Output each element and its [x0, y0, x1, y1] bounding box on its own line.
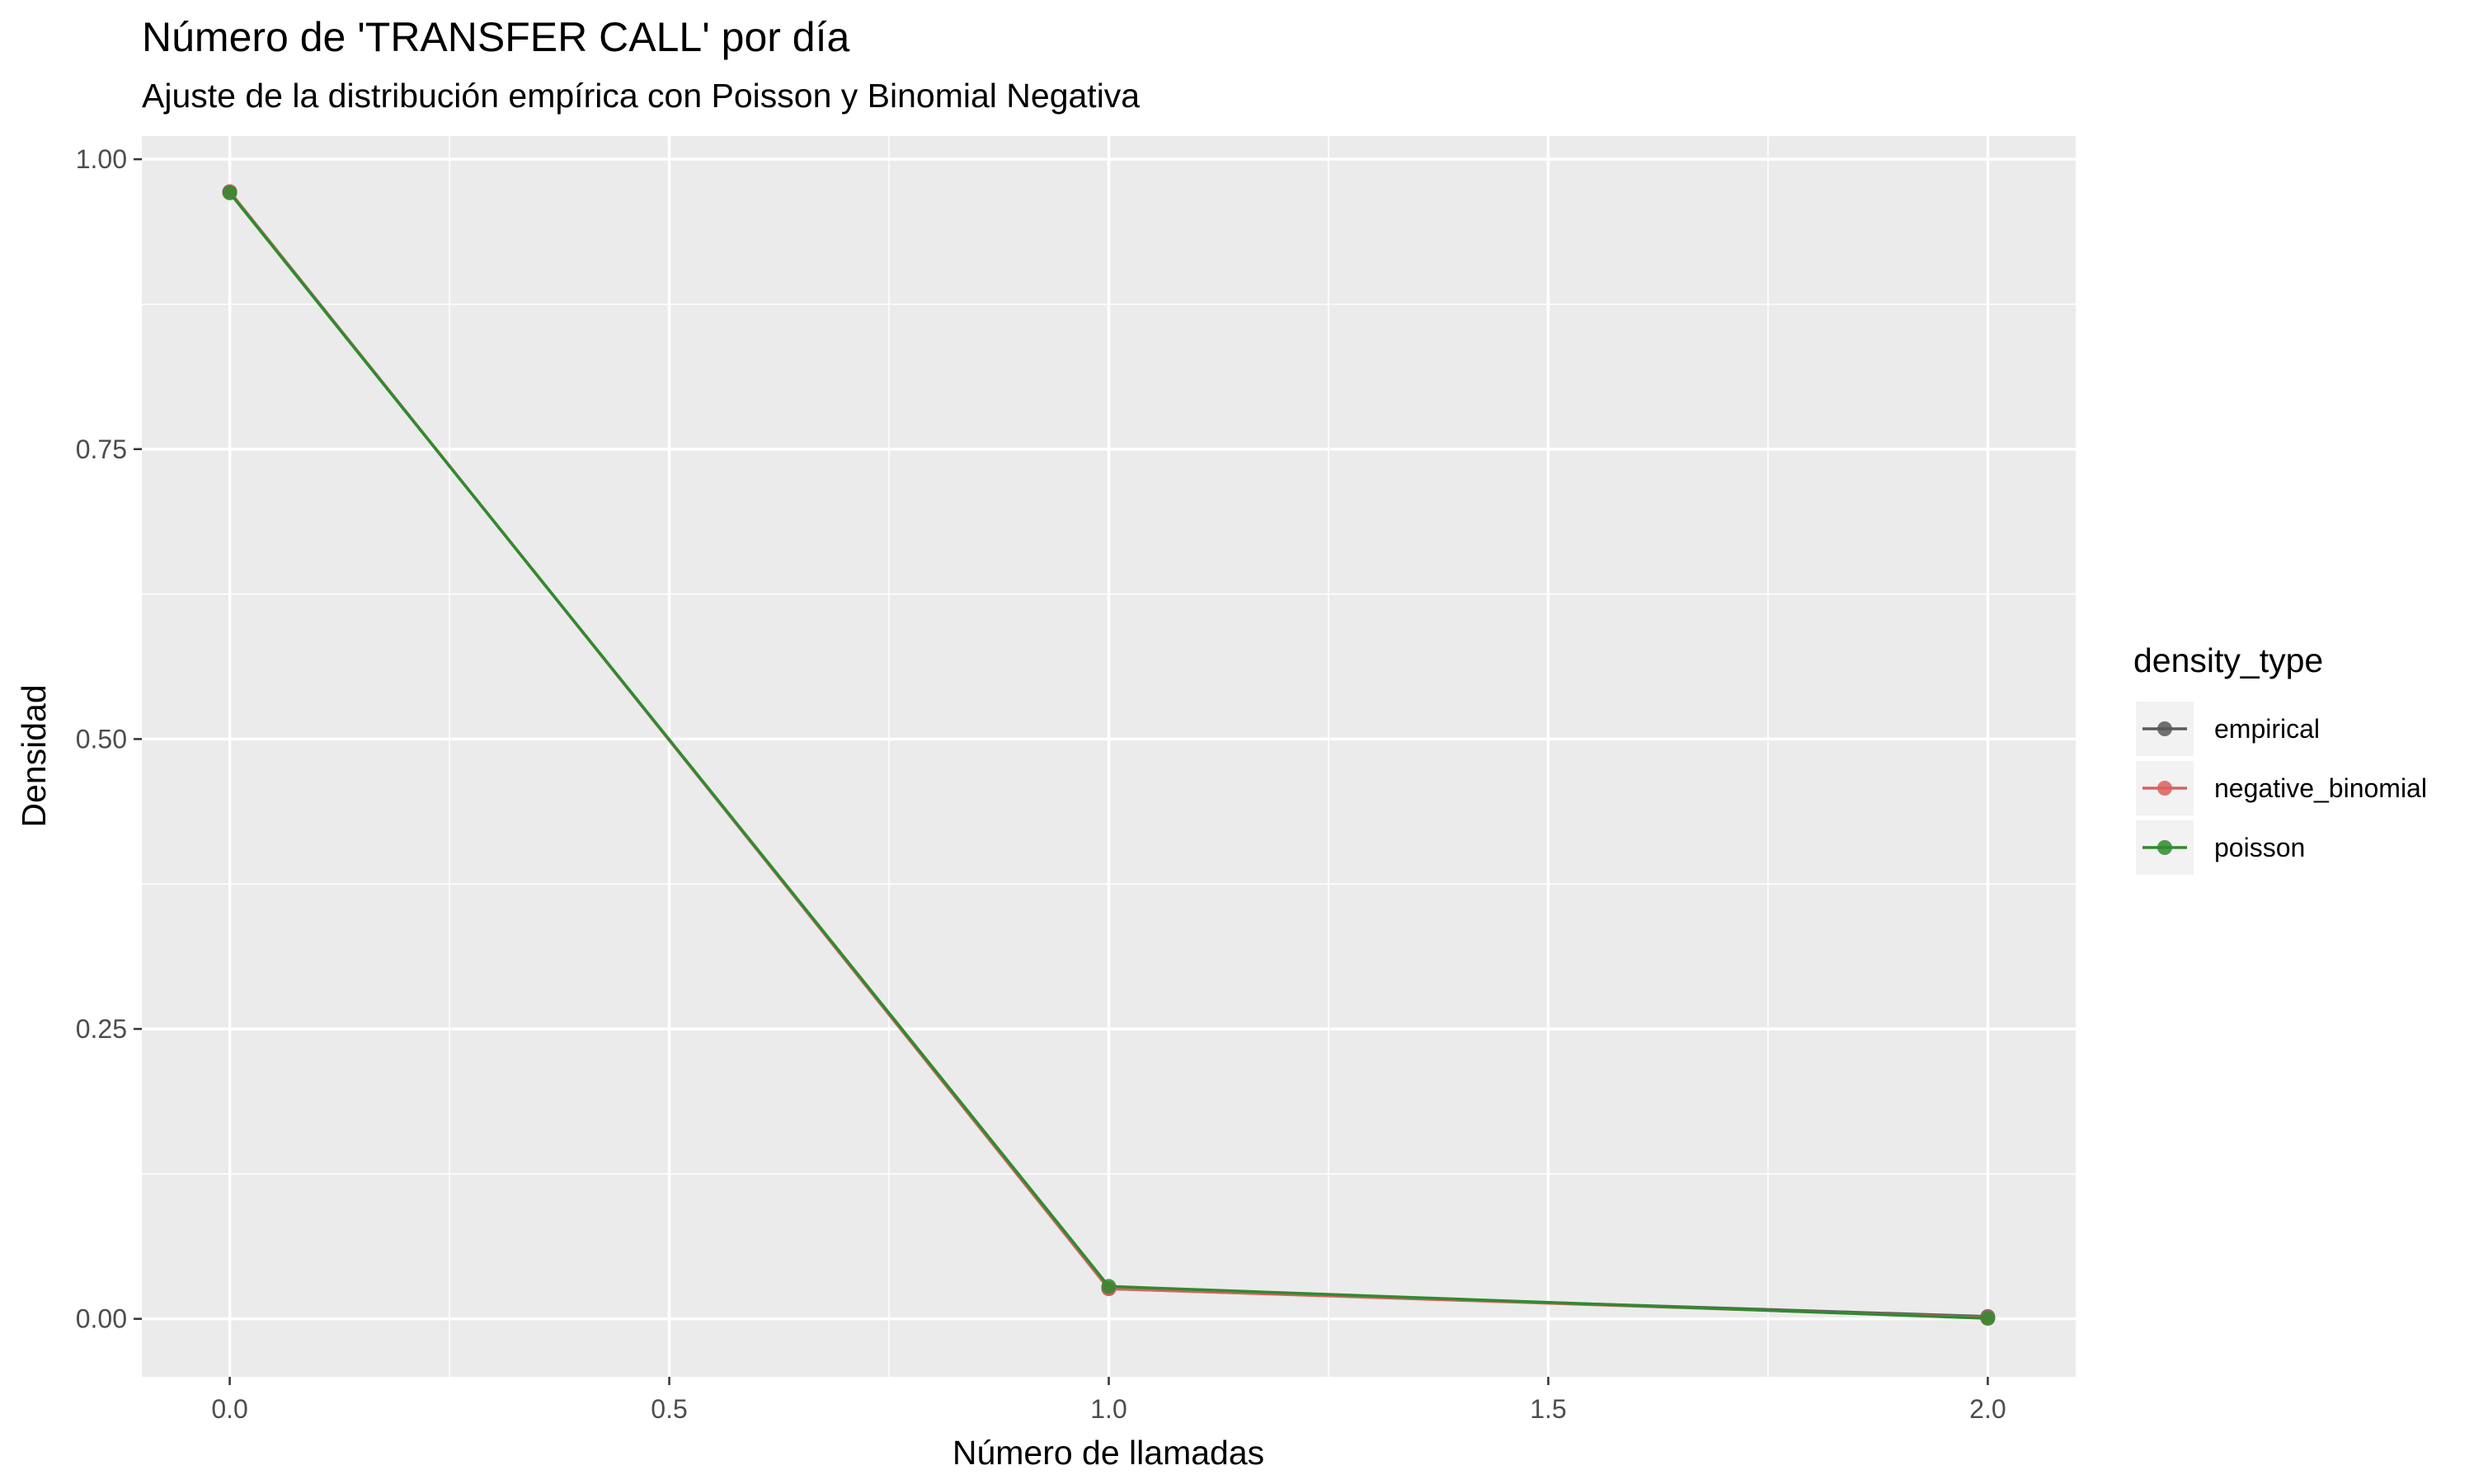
chart-title: Número de 'TRANSFER CALL' por día — [142, 14, 849, 60]
data-point-poisson — [222, 185, 238, 200]
y-tick-label: 1.00 — [76, 144, 127, 174]
y-axis-ticks: 0.00 0.25 0.50 0.75 1.00 — [76, 144, 142, 1334]
y-axis-title: Densidad — [15, 684, 53, 827]
legend-label-poisson: poisson — [2214, 833, 2305, 862]
y-tick-label: 0.00 — [76, 1304, 127, 1334]
legend-key-point-poisson — [2157, 840, 2172, 855]
legend-key-point-empirical — [2157, 721, 2172, 736]
x-tick-label: 0.5 — [651, 1394, 687, 1424]
legend-label-empirical: empirical — [2214, 714, 2320, 744]
legend-title: density_type — [2133, 641, 2323, 679]
data-point-poisson — [1101, 1279, 1117, 1294]
chart-subtitle: Ajuste de la distribución empírica con P… — [142, 77, 1140, 115]
x-tick-label: 1.5 — [1530, 1394, 1566, 1424]
x-tick-label: 1.0 — [1090, 1394, 1126, 1424]
legend: density_type empirical negative_binomialp… — [2133, 641, 2427, 875]
data-point-poisson — [1980, 1311, 1996, 1327]
x-tick-label: 2.0 — [1969, 1394, 2006, 1424]
y-tick-label: 0.50 — [76, 724, 127, 754]
x-axis-title: Número de llamadas — [952, 1434, 1264, 1472]
legend-key-point-negative_binomial — [2157, 781, 2172, 796]
y-tick-label: 0.25 — [76, 1014, 127, 1044]
grid-major — [142, 136, 2076, 1377]
y-tick-label: 0.75 — [76, 434, 127, 464]
series-layer — [222, 184, 1996, 1327]
legend-label-negative_binomial: negative_binomial — [2214, 773, 2427, 803]
x-axis-ticks: 0.0 0.5 1.0 1.5 2.0 — [211, 1377, 2006, 1424]
x-tick-label: 0.0 — [211, 1394, 247, 1424]
